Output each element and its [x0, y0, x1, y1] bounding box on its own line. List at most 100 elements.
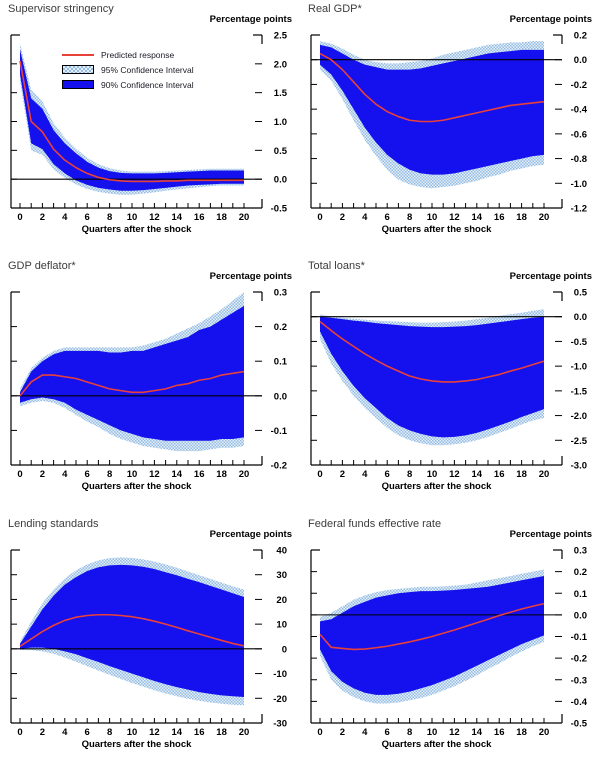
svg-text:40: 40 — [276, 546, 287, 557]
predicted-line-swatch — [62, 53, 94, 56]
svg-text:-20: -20 — [273, 694, 287, 705]
predicted-line — [19, 613, 245, 648]
legend-item-ci90: 90% Confidence Interval — [62, 79, 194, 90]
tick-marks — [311, 291, 562, 466]
svg-text:-1.2: -1.2 — [571, 204, 587, 215]
svg-text:14: 14 — [172, 469, 183, 480]
svg-text:18: 18 — [216, 469, 227, 480]
svg-text:14: 14 — [472, 469, 483, 480]
legend: Predicted response 95% Confidence Interv… — [62, 49, 194, 90]
svg-text:12: 12 — [449, 212, 460, 223]
y-axis-unit-label: Percentage points — [209, 14, 292, 25]
svg-text:-0.1: -0.1 — [571, 632, 588, 643]
svg-text:2: 2 — [40, 469, 45, 480]
svg-text:12: 12 — [149, 212, 160, 223]
svg-text:18: 18 — [516, 212, 527, 223]
svg-text:8: 8 — [407, 727, 412, 738]
svg-text:4: 4 — [362, 727, 368, 738]
irf-plot-canvas: 0.3 0.2 0.1 0.0 -0.1 -0.2 -0.3 -0.4 -0.5 0 2 4 6 8 10 1… — [310, 546, 588, 738]
svg-text:8: 8 — [407, 212, 412, 223]
svg-text:20: 20 — [539, 469, 550, 480]
predicted-line — [19, 60, 244, 183]
svg-text:1.0: 1.0 — [274, 117, 287, 128]
panel-title: Federal funds effective rate — [308, 518, 442, 530]
svg-text:6: 6 — [385, 727, 390, 738]
svg-text:0.0: 0.0 — [574, 312, 587, 323]
irf-plot-canvas: 2.5 2.0 1.5 1.0 0.5 0.0 -0.5 0 2 4 6 8 10 12 14 16 18 20 — [10, 31, 288, 223]
svg-text:0.0: 0.0 — [574, 610, 587, 621]
x-axis-label: Quarters after the shock — [381, 739, 492, 750]
svg-text:18: 18 — [216, 212, 227, 223]
svg-text:16: 16 — [494, 212, 505, 223]
svg-text:8: 8 — [407, 469, 412, 480]
y-tick-labels: 40 30 20 10 0 -10 -20 -30 — [273, 546, 287, 730]
svg-text:20: 20 — [539, 727, 550, 738]
predicted-line — [19, 370, 245, 397]
svg-text:0.5: 0.5 — [574, 288, 588, 299]
predicted-line — [319, 321, 545, 383]
svg-text:4: 4 — [62, 212, 68, 223]
svg-text:12: 12 — [149, 469, 160, 480]
svg-text:1.5: 1.5 — [274, 88, 288, 99]
svg-text:20: 20 — [239, 212, 250, 223]
irf-plot-canvas: 40 30 20 10 0 -10 -20 -30 0 2 4 6 8 10 12 14 16 18 20 — [10, 546, 287, 738]
x-tick-labels: 0 2 4 6 8 10 12 14 16 18 20 — [317, 212, 549, 223]
svg-text:0: 0 — [282, 644, 287, 655]
y-axis-unit-label: Percentage points — [509, 271, 592, 282]
ci90-band — [20, 564, 244, 698]
x-axis-label: Quarters after the shock — [81, 224, 192, 235]
svg-text:20: 20 — [239, 727, 250, 738]
svg-text:0.0: 0.0 — [274, 175, 287, 186]
svg-text:10: 10 — [127, 212, 138, 223]
y-tick-labels: 0.3 0.2 0.1 0.0 -0.1 -0.2 — [271, 288, 288, 472]
svg-text:10: 10 — [127, 469, 138, 480]
legend-label: 95% Confidence Interval — [101, 64, 194, 75]
svg-text:0: 0 — [17, 469, 22, 480]
svg-text:-0.6: -0.6 — [571, 129, 587, 140]
svg-text:14: 14 — [172, 727, 183, 738]
x-axis-label: Quarters after the shock — [381, 224, 492, 235]
svg-text:0: 0 — [317, 469, 322, 480]
svg-text:-2.0: -2.0 — [571, 411, 587, 422]
svg-text:-1.0: -1.0 — [571, 179, 587, 190]
svg-text:30: 30 — [276, 570, 287, 581]
svg-text:16: 16 — [494, 727, 505, 738]
panel-real-gdp: Real GDP* Percentage points 0.2 0.0 -0.2 -0… — [300, 0, 600, 257]
svg-text:10: 10 — [427, 469, 438, 480]
svg-text:2: 2 — [340, 727, 345, 738]
svg-text:0.5: 0.5 — [274, 146, 288, 157]
x-axis-label: Quarters after the shock — [381, 481, 492, 492]
svg-text:2: 2 — [340, 212, 345, 223]
y-axis-unit-label: Percentage points — [509, 529, 592, 540]
svg-text:0: 0 — [317, 212, 322, 223]
svg-text:0.2: 0.2 — [274, 322, 287, 333]
svg-text:-0.2: -0.2 — [571, 654, 587, 665]
svg-text:0.0: 0.0 — [274, 391, 287, 402]
svg-text:0.2: 0.2 — [574, 567, 587, 578]
svg-text:8: 8 — [107, 727, 112, 738]
legend-item-predicted: Predicted response — [62, 49, 194, 60]
x-tick-labels: 0 2 4 6 8 10 12 14 16 18 20 — [317, 469, 549, 480]
x-axis-label: Quarters after the shock — [81, 739, 192, 750]
panel-total-loans: Total loans* Percentage points 0.5 0.0 -0.… — [300, 257, 600, 515]
svg-text:-0.5: -0.5 — [571, 337, 588, 348]
x-tick-labels: 0 2 4 6 8 10 12 14 16 18 20 — [17, 727, 249, 738]
panel-title: Real GDP* — [308, 3, 362, 15]
svg-text:-0.4: -0.4 — [571, 105, 588, 116]
y-axis-unit-label: Percentage points — [509, 14, 592, 25]
x-tick-labels: 0 2 4 6 8 10 12 14 16 18 20 — [317, 727, 549, 738]
svg-text:-0.2: -0.2 — [571, 80, 587, 91]
predicted-line — [319, 52, 545, 123]
y-axis-unit-label: Percentage points — [209, 529, 292, 540]
svg-text:20: 20 — [239, 469, 250, 480]
panel-lending-standards: Lending standards Percentage points 40 30… — [0, 515, 300, 773]
x-tick-labels: 0 2 4 6 8 10 12 14 16 18 20 — [17, 212, 249, 223]
svg-text:0: 0 — [17, 212, 22, 223]
tick-marks — [11, 291, 262, 466]
svg-text:0.3: 0.3 — [274, 288, 287, 299]
legend-item-ci95: 95% Confidence Interval — [62, 64, 194, 75]
panel-federal-funds-rate: Federal funds effective rate Percentage … — [300, 515, 600, 773]
tick-marks — [311, 549, 562, 724]
svg-text:0.3: 0.3 — [574, 546, 587, 557]
panel-supervisor-stringency: Supervisor stringency Percentage points … — [0, 0, 300, 257]
